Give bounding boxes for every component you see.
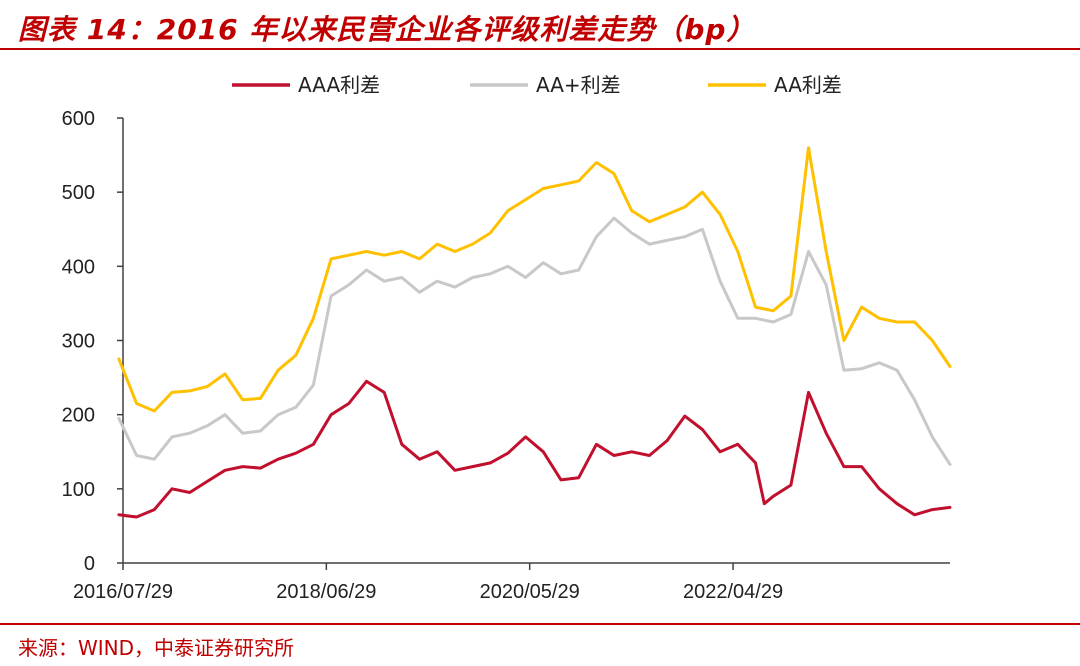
y-tick-label: 0 [84, 553, 95, 575]
y-axis: 0 100 200 300 400 500 600 [62, 108, 124, 575]
y-tick-label: 600 [62, 108, 95, 130]
y-tick-label: 100 [62, 479, 95, 501]
chart-area: 0 100 200 300 400 500 600 2016/07/29 2018/06/29… [62, 73, 952, 603]
x-tick-label: 2020/05/29 [480, 581, 580, 603]
series-line-aa [117, 146, 952, 413]
series-line-aaa [117, 379, 952, 519]
legend-label-aa-plus: AA+利差 [536, 73, 621, 97]
x-tick-label: 2018/06/29 [276, 581, 376, 603]
chart-title: 图表 14：2016 年以来民营企业各评级利差走势（bp） [18, 13, 756, 46]
x-tick-label: 2016/07/29 [73, 581, 173, 603]
legend-label-aa: AA利差 [774, 73, 842, 97]
legend-label-aaa: AAA利差 [298, 73, 380, 97]
y-tick-label: 500 [62, 182, 95, 204]
title-bar: 图表 14：2016 年以来民营企业各评级利差走势（bp） [0, 0, 1080, 50]
y-tick-label: 400 [62, 256, 95, 278]
source-divider [0, 623, 1080, 625]
series-line-aa-plus [117, 216, 952, 466]
y-tick-label: 300 [62, 331, 95, 353]
y-tick-label: 200 [62, 405, 95, 427]
source-note: 来源：WIND，中泰证券研究所 [18, 636, 295, 660]
series-group [117, 146, 952, 519]
x-axis: 2016/07/29 2018/06/29 2020/05/29 2022/04/29 [73, 562, 950, 603]
legend: AAA利差 AA+利差 AA利差 [232, 73, 842, 97]
x-tick-label: 2022/04/29 [683, 581, 783, 603]
title-underline [0, 48, 1080, 50]
